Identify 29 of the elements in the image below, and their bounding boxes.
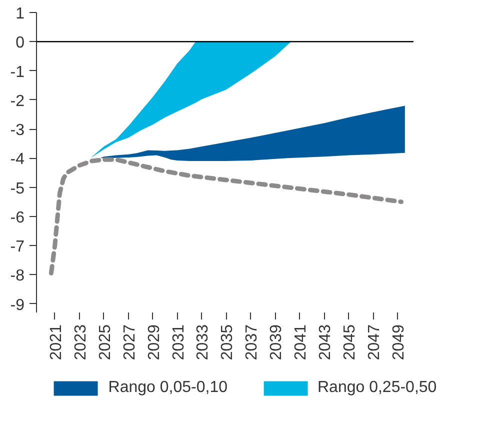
- x-tick-label: 2035: [219, 324, 236, 360]
- x-tick-label: 2023: [72, 324, 90, 360]
- y-tick-label: -9: [10, 296, 25, 314]
- y-tick-label: 0: [16, 34, 25, 52]
- y-tick-label: -1: [10, 64, 25, 81]
- x-tick-label: 2045: [342, 324, 359, 360]
- x-tick-label: 2029: [146, 324, 163, 360]
- x-tick-label: 2021: [48, 324, 65, 360]
- x-tick-label: 2043: [317, 324, 334, 360]
- y-tick-label: -7: [10, 238, 25, 256]
- legend-label: Rango 0,25-0,50: [317, 379, 437, 397]
- y-tick-label: -3: [10, 122, 25, 140]
- y-tick-label: -6: [10, 209, 25, 226]
- x-tick-label: 2049: [390, 324, 408, 360]
- legend-label: Rango 0,05-0,10: [108, 379, 228, 397]
- y-tick-label: -5: [10, 180, 25, 198]
- y-tick-label: -4: [10, 151, 25, 168]
- y-tick-label: -2: [10, 92, 25, 110]
- x-tick-label: 2047: [366, 324, 384, 360]
- x-tick-label: 2033: [194, 324, 212, 360]
- x-tick-label: 2039: [268, 324, 286, 360]
- x-tick-label: 2041: [292, 324, 310, 360]
- y-tick-label: -8: [10, 268, 25, 285]
- x-tick-label: 2031: [170, 324, 188, 360]
- y-tick-label: 1: [16, 6, 25, 22]
- x-tick-label: 2037: [244, 324, 261, 360]
- x-tick-label: 2027: [121, 324, 138, 360]
- line-series: [48, 157, 404, 276]
- x-tick-label: 2025: [96, 324, 114, 360]
